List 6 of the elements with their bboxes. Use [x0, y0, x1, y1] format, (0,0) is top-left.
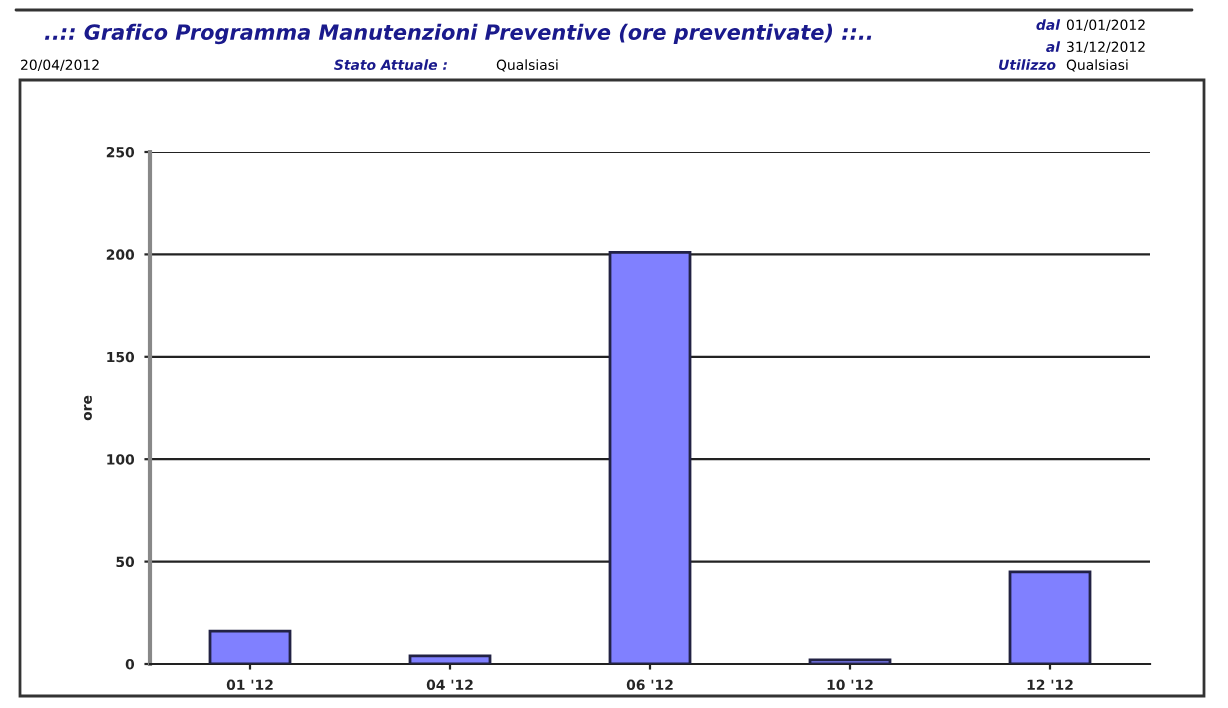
chart-title: ..:: Grafico Programma Manutenzioni Preventive (ore preventivate) ::..: [44, 23, 872, 45]
bar: [1008, 570, 1092, 664]
bar: [808, 658, 892, 664]
bar: [408, 654, 492, 664]
bar: [608, 250, 692, 664]
bar: [208, 629, 292, 664]
